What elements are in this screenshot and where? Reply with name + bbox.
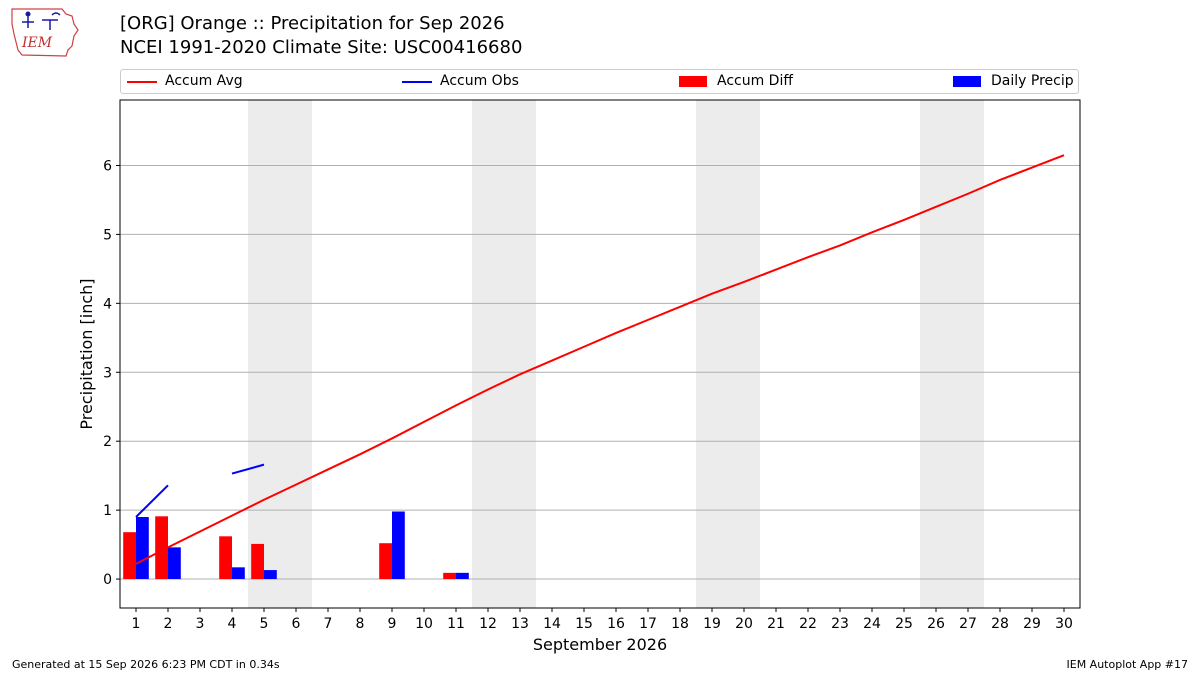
x-tick-label: 24 <box>863 616 881 632</box>
bar-daily-precip <box>264 570 277 580</box>
x-tick-label: 25 <box>895 616 913 632</box>
bar-daily-precip <box>456 572 469 580</box>
bar-accum-diff <box>155 516 168 580</box>
x-tick-label: 14 <box>543 616 561 632</box>
bar-accum-diff <box>123 532 136 580</box>
legend-swatch <box>127 81 157 83</box>
x-tick-label: 18 <box>671 616 689 632</box>
x-tick-label: 30 <box>1055 616 1073 632</box>
bar-daily-precip <box>392 511 405 580</box>
x-tick-label: 15 <box>575 616 593 632</box>
chart-subtitle: NCEI 1991-2020 Climate Site: USC00416680 <box>120 37 523 58</box>
lines <box>135 154 1065 565</box>
line-accum-avg <box>135 154 1065 565</box>
x-tick-label: 12 <box>479 616 497 632</box>
legend-label: Accum Diff <box>717 73 794 89</box>
y-tick-label: 5 <box>103 227 112 243</box>
line-accum-obs <box>135 484 169 518</box>
chart-title: [ORG] Orange :: Precipitation for Sep 20… <box>120 13 505 34</box>
x-tick-label: 22 <box>799 616 817 632</box>
weekend-shading <box>248 100 984 608</box>
x-tick-label: 21 <box>767 616 785 632</box>
y-tick-label: 6 <box>103 158 112 174</box>
y-tick-label: 2 <box>103 434 112 450</box>
x-tick-label: 8 <box>356 616 365 632</box>
bar-accum-diff <box>379 543 392 580</box>
x-tick-label: 17 <box>639 616 657 632</box>
x-tick-label: 2 <box>164 616 173 632</box>
gridlines <box>120 164 1080 580</box>
x-tick-label: 16 <box>607 616 625 632</box>
x-tick-label: 4 <box>228 616 237 632</box>
x-tick-label: 19 <box>703 616 721 632</box>
x-tick-label: 1 <box>132 616 141 632</box>
legend-swatch <box>679 76 707 87</box>
bar-daily-precip <box>136 517 149 580</box>
iem-logo: IEM <box>11 8 79 57</box>
legend-swatch <box>402 81 432 83</box>
x-tick-label: 10 <box>415 616 433 632</box>
x-tick-label: 20 <box>735 616 753 632</box>
weekend-band <box>920 100 984 608</box>
x-tick-label: 28 <box>991 616 1009 632</box>
x-tick-label: 29 <box>1023 616 1041 632</box>
bar-accum-diff <box>443 572 456 580</box>
legend-label: Accum Avg <box>165 73 243 89</box>
weekend-band <box>248 100 312 608</box>
x-tick-label: 6 <box>292 616 301 632</box>
logo-text: IEM <box>21 35 53 51</box>
bar-daily-precip <box>168 547 181 580</box>
bar-accum-diff <box>251 543 264 580</box>
bar-accum-diff <box>219 536 232 580</box>
footer-generated: Generated at 15 Sep 2026 6:23 PM CDT in … <box>12 658 280 671</box>
x-tick-label: 26 <box>927 616 945 632</box>
x-tick-label: 13 <box>511 616 529 632</box>
x-axis: 1 2 3 4 5 6 7 8 9 10 11 12 13 14 15 16 17 18 19 20 21 22 23 24 2… <box>132 608 1073 632</box>
y-tick-label: 1 <box>103 503 112 519</box>
x-tick-label: 9 <box>388 616 397 632</box>
x-axis-label: September 2026 <box>533 635 667 654</box>
x-tick-label: 23 <box>831 616 849 632</box>
legend-label: Daily Precip <box>991 73 1074 89</box>
bar-daily-precip <box>232 567 245 580</box>
x-tick-label: 27 <box>959 616 977 632</box>
y-tick-label: 4 <box>103 296 112 312</box>
x-tick-label: 11 <box>447 616 465 632</box>
weekend-band <box>696 100 760 608</box>
y-tick-label: 0 <box>103 572 112 588</box>
footer-app-id: IEM Autoplot App #17 <box>1066 658 1189 671</box>
plot-frame <box>119 99 1081 609</box>
legend-label: Accum Obs <box>440 73 519 89</box>
y-axis: 0 1 2 3 4 5 6 <box>103 158 120 588</box>
y-axis-label: Precipitation [inch] <box>77 278 96 429</box>
legend: Accum Avg Accum Obs Accum Diff Daily Pre… <box>120 69 1079 94</box>
x-tick-label: 7 <box>324 616 333 632</box>
bars <box>123 511 469 580</box>
legend-swatch <box>953 76 981 87</box>
line-accum-obs <box>231 463 265 475</box>
x-tick-label: 5 <box>260 616 269 632</box>
x-tick-label: 3 <box>196 616 205 632</box>
y-tick-label: 3 <box>103 365 112 381</box>
weekend-band <box>472 100 536 608</box>
